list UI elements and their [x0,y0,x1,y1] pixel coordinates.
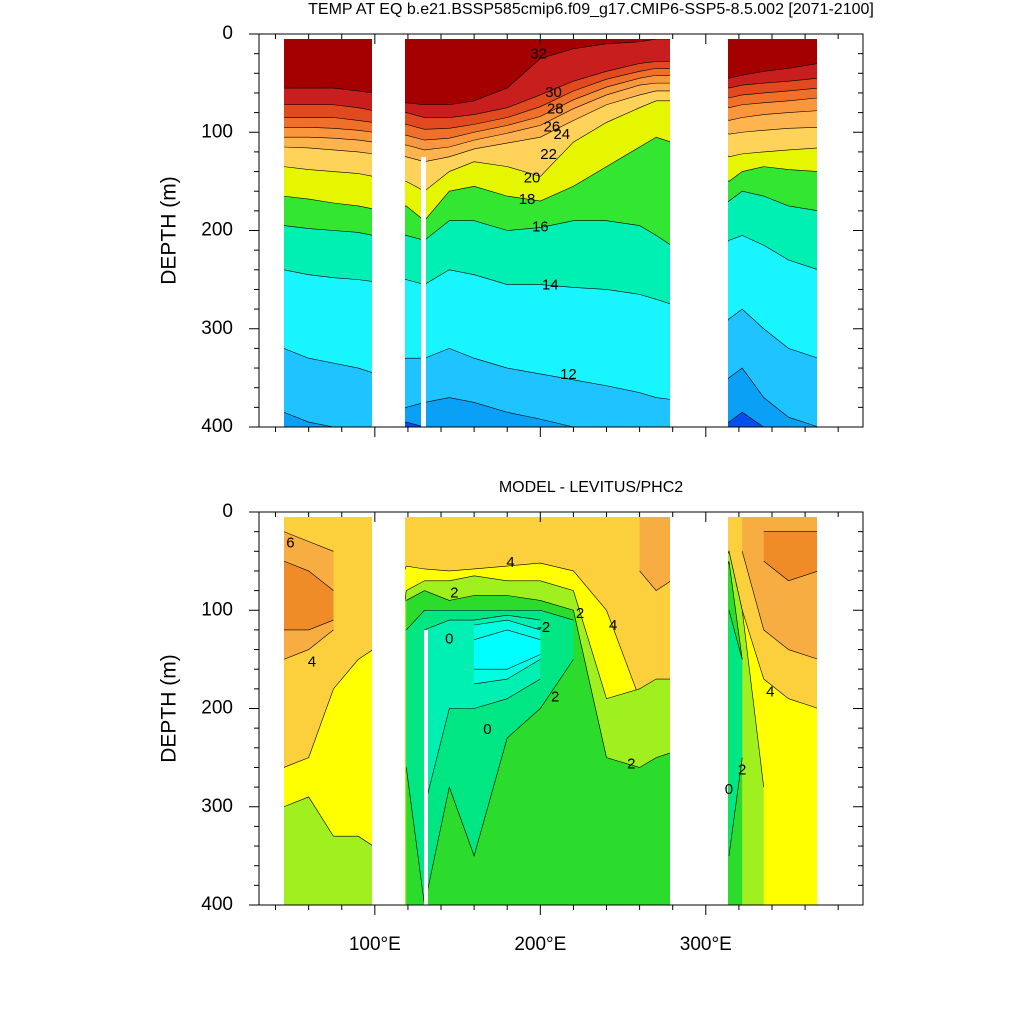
contour-line [474,619,541,685]
contour-label: 4 [609,617,617,634]
y-tick-label: 300 [201,318,233,339]
contour-line [283,74,819,141]
y-axis-label: DEPTH (m) [158,176,181,285]
contour-label: 2 [738,761,746,778]
land-mask [259,512,284,905]
contour-label: 18 [519,191,536,208]
contour-label: 2 [450,585,458,602]
contour-label: 32 [530,46,547,63]
contour-label: 2 [627,755,635,772]
contour-label: 20 [524,169,541,186]
y-tick-label: 100 [201,121,233,142]
land-mask [424,630,428,905]
land-mask [259,512,863,517]
chart-title: MODEL - LEVITUS/PHC2 [499,479,683,496]
contour-line [283,61,819,118]
contour-line [283,308,819,400]
contour-line [283,100,819,192]
contour-label: 12 [560,366,577,383]
contour-label: 0 [445,631,453,648]
y-tick-label: 300 [201,796,233,817]
contour-line [283,136,819,222]
land-mask [372,34,405,427]
contour-band [283,512,819,660]
land-mask [259,34,284,427]
y-tick-label: 200 [201,220,233,241]
contour-label: 4 [506,554,514,571]
contour-label: 24 [553,126,570,143]
contour-line [283,82,819,151]
contour-line [283,38,819,106]
y-tick-label: 400 [201,416,233,437]
contour-label: 2 [576,605,584,622]
contour-label: 4 [308,653,316,670]
contour-label: 16 [532,219,549,236]
y-tick-label: 0 [222,23,233,44]
y-tick-label: 0 [222,501,233,522]
contour-line [283,235,819,305]
contour-label: 28 [547,101,564,118]
contour-line [283,68,819,130]
y-tick-label: 100 [201,599,233,620]
contour-label: 22 [540,146,557,163]
contour-label: 26 [544,118,561,135]
land-mask [670,34,728,427]
contour-label: 30 [545,84,562,101]
x-tick-label: 100°E [349,934,401,955]
contour-label: 14 [542,276,559,293]
contour-band [283,521,819,630]
y-tick-label: 400 [201,894,233,915]
x-tick-label: 300°E [680,934,732,955]
land-mask [259,34,863,39]
x-tick-label: 200°E [514,934,566,955]
y-tick-label: 200 [201,698,233,719]
contour-line [405,609,743,906]
contour-line [283,90,819,163]
contour-band [474,629,541,670]
land-mask [372,512,405,905]
contour-label: 2 [551,689,559,706]
contour-label: 4 [766,684,774,701]
y-axis-label: DEPTH (m) [158,654,181,763]
contour-line [474,629,541,670]
contour-label: 0 [725,781,733,798]
contour-line [283,190,819,246]
chart-title: TEMP AT EQ b.e21.BSSP585cmip6.f09_g17.CM… [308,1,874,18]
contour-line [283,531,819,631]
land-mask [670,512,728,905]
contour-label: 6 [286,534,294,551]
contour-band [283,368,819,427]
contour-label: 0 [483,721,491,738]
contour-label: -2 [537,619,550,636]
land-mask [421,157,426,427]
